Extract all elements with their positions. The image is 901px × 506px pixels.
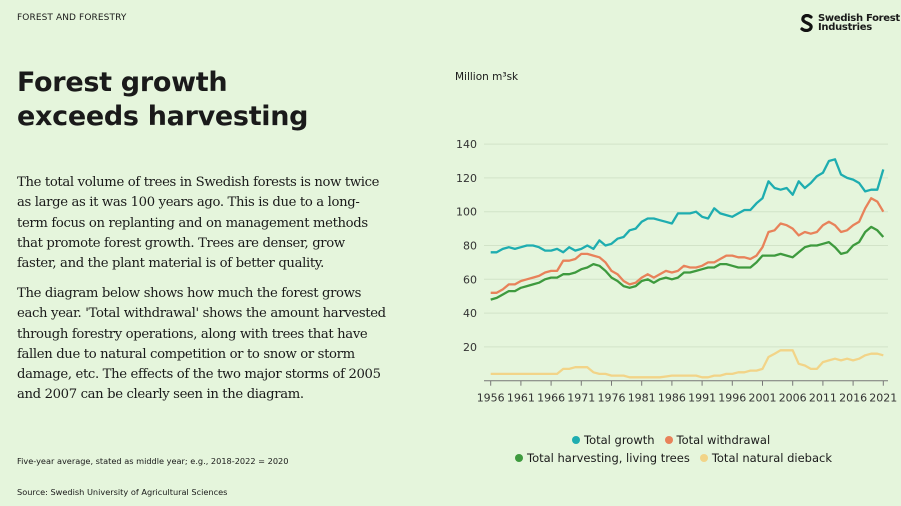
x-tick-label: 1961: [507, 392, 535, 405]
y-tick-label: 80: [463, 240, 477, 253]
y-tick-label: 140: [456, 138, 477, 151]
series-line-withdrawal: [490, 197, 885, 294]
x-tick-label: 1966: [537, 392, 565, 405]
logo-icon: [800, 14, 813, 32]
footnote: Five-year average, stated as middle year…: [17, 456, 289, 466]
legend-label-harvesting: Total harvesting, living trees: [527, 451, 690, 465]
x-tick-label: 2006: [779, 392, 807, 405]
logo-text-line2: Industries: [818, 22, 872, 33]
x-tick-label: 1976: [598, 392, 626, 405]
legend-label-dieback: Total natural dieback: [711, 451, 832, 465]
legend-swatch-harvesting: [515, 454, 523, 462]
section-kicker: FOREST AND FORESTRY: [17, 13, 127, 23]
y-tick-label: 120: [456, 172, 477, 185]
legend-swatch-withdrawal: [664, 436, 673, 444]
page-title: Forest growth exceeds harvesting: [17, 66, 309, 134]
legend-row-1: Total growth Total withdrawal: [572, 433, 770, 447]
y-axis-unit-label: Million m³sk: [455, 71, 519, 83]
series-line-harvesting: [490, 225, 885, 301]
x-tick-label: 1956: [477, 392, 505, 405]
title-line2: exceeds harvesting: [17, 101, 309, 132]
x-tick-label: 1981: [628, 392, 656, 405]
source-note: Source: Swedish University of Agricultur…: [17, 487, 228, 497]
x-tick-label: 1991: [688, 392, 716, 405]
y-tick-label: 60: [463, 273, 477, 286]
title-line1: Forest growth: [17, 67, 228, 98]
y-tick-label: 40: [463, 307, 477, 320]
y-tick-label: 100: [456, 206, 477, 219]
series-line-dieback: [490, 349, 884, 379]
logo: Swedish Forest Industries: [799, 13, 900, 33]
x-tick-label: 2011: [809, 392, 837, 405]
logo-text: Swedish Forest Industries: [818, 13, 900, 33]
legend-swatch-dieback: [699, 454, 708, 462]
x-tick-label: 2021: [869, 392, 897, 405]
x-tick-label: 1986: [658, 392, 686, 405]
legend-label-withdrawal: Total withdrawal: [676, 433, 771, 447]
x-tick-label: 2016: [839, 392, 867, 405]
legend-row-2: Total harvesting, living trees Total nat…: [515, 451, 832, 465]
logo-text-line1: Swedish Forest: [818, 13, 900, 24]
y-tick-label: 20: [463, 341, 477, 354]
series-line-growth: [490, 158, 885, 254]
x-tick-label: 1971: [567, 392, 595, 405]
x-tick-label: 1996: [718, 392, 746, 405]
legend-swatch-growth: [572, 436, 580, 444]
x-tick-label: 2001: [749, 392, 777, 405]
diagram-paragraph: The diagram below shows how much the for…: [17, 286, 386, 403]
intro-paragraph: The total volume of trees in Swedish for…: [17, 175, 380, 272]
legend-label-growth: Total growth: [584, 433, 655, 447]
